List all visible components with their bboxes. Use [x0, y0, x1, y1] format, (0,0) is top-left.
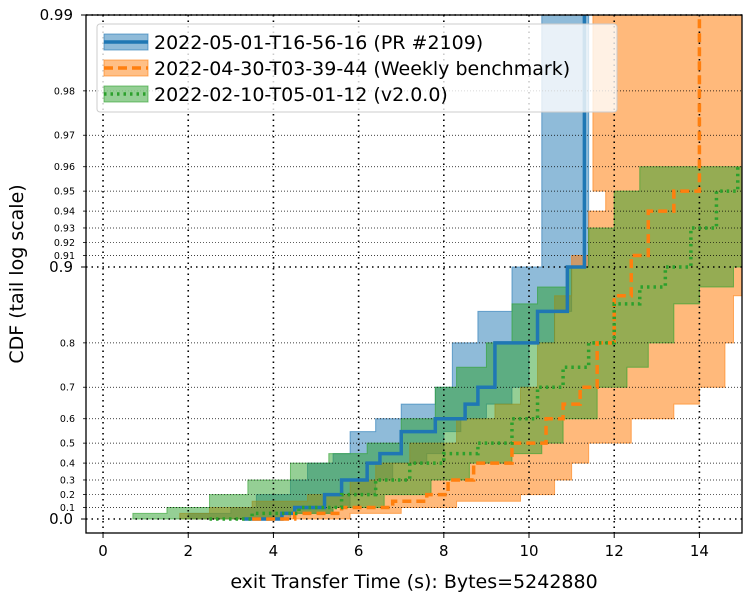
y-tick-label-major: 0.9 [49, 258, 73, 276]
y-tick-label-minor: 0.2 [60, 490, 75, 501]
y-tick-label-minor: 0.95 [54, 187, 75, 198]
x-tick-label: 2 [183, 542, 193, 560]
legend-label-2: 2022-04-30-T03-39-44 (Weekly benchmark) [154, 58, 570, 80]
x-tick-label: 12 [605, 542, 624, 560]
series-line-3 [209, 166, 740, 521]
y-tick-label-minor: 0.98 [54, 86, 75, 97]
y-tick-label-minor: 0.3 [60, 475, 75, 486]
x-tick-label: 10 [519, 542, 538, 560]
legend-box [96, 23, 618, 113]
y-tick-label-minor: 0.94 [54, 207, 75, 218]
x-tick-label: 0 [98, 542, 108, 560]
y-tick-label-major: 0.0 [49, 510, 73, 528]
y-tick-label-minor: 0.93 [54, 223, 75, 234]
series-line-1 [243, 15, 587, 521]
x-tick-label: 14 [690, 542, 709, 560]
y-tick-label-minor: 0.7 [60, 383, 75, 394]
legend-label-1: 2022-05-01-T16-56-16 (PR #2109) [154, 32, 483, 54]
plot-frame [85, 14, 743, 534]
y-tick-label-minor: 0.1 [60, 503, 75, 514]
series-lines [209, 15, 740, 521]
series-line-2 [252, 15, 702, 521]
y-tick-label-major: 0.99 [40, 6, 73, 24]
y-tick-label-minor: 0.91 [54, 251, 75, 262]
y-tick-label-minor: 0.92 [54, 238, 75, 249]
y-tick-label-minor: 0.8 [60, 338, 75, 349]
y-tick-label-minor: 0.96 [54, 162, 75, 173]
y-axis-label: CDF (tail log scale) [6, 184, 28, 363]
y-tick-label-minor: 0.4 [60, 459, 75, 470]
y-tick-label-minor: 0.5 [60, 439, 75, 450]
legend: 2022-05-01-T16-56-16 (PR #2109) 2022-04-3… [96, 23, 618, 113]
legend-label-3: 2022-02-10-T05-01-12 (v2.0.0) [154, 84, 448, 106]
y-tick-label-minor: 0.6 [60, 414, 75, 425]
x-tick-label: 6 [354, 542, 364, 560]
x-tick-label: 8 [439, 542, 449, 560]
y-tick-label-minor: 0.97 [54, 131, 75, 142]
x-tick-label: 4 [269, 542, 279, 560]
x-axis-label: exit Transfer Time (s): Bytes=5242880 [230, 571, 597, 593]
